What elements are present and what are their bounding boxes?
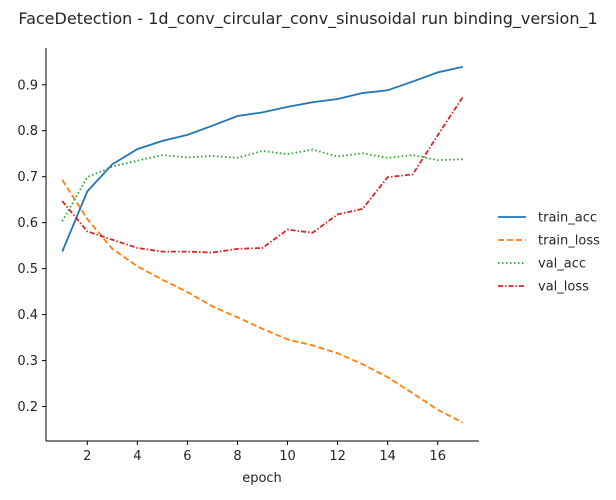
x-tick-label: 16 <box>429 449 446 464</box>
y-tick-label: 0.3 <box>17 354 38 369</box>
series-line-val-acc <box>61 148 463 222</box>
y-ticks: 0.2 0.3 0.4 0.5 0.6 0.7 0.8 0.9 <box>17 78 46 415</box>
y-tick-label: 0.7 <box>17 170 38 185</box>
x-tick-label: 10 <box>279 449 296 464</box>
series-line-train-loss <box>61 179 464 424</box>
chart-title: FaceDetection - 1d_conv_circular_conv_si… <box>18 9 597 29</box>
x-tick-label: 2 <box>83 449 91 464</box>
y-tick-label: 0.8 <box>17 124 38 139</box>
series-line-val-loss <box>61 96 464 254</box>
x-tick-label: 4 <box>133 449 141 464</box>
legend: train_acc train_loss val_acc val_loss <box>498 211 600 295</box>
x-tick-label: 8 <box>233 449 241 464</box>
plot-lines <box>61 65 464 424</box>
y-tick-label: 0.6 <box>17 216 38 231</box>
x-tick-label: 12 <box>329 449 346 464</box>
legend-label-train-acc: train_acc <box>538 211 597 226</box>
series-line-train-acc <box>61 65 463 252</box>
x-axis-label: epoch <box>242 471 282 486</box>
legend-label-train-loss: train_loss <box>538 234 600 249</box>
legend-label-val-acc: val_acc <box>538 257 586 272</box>
y-tick-label: 0.4 <box>17 308 38 323</box>
x-tick-label: 6 <box>183 449 191 464</box>
y-tick-label: 0.9 <box>17 78 38 93</box>
y-tick-label: 0.5 <box>17 262 38 277</box>
x-tick-label: 14 <box>379 449 396 464</box>
x-ticks: 2 4 6 8 10 12 14 16 <box>83 441 446 464</box>
y-tick-label: 0.2 <box>17 400 38 415</box>
legend-label-val-loss: val_loss <box>538 280 589 295</box>
